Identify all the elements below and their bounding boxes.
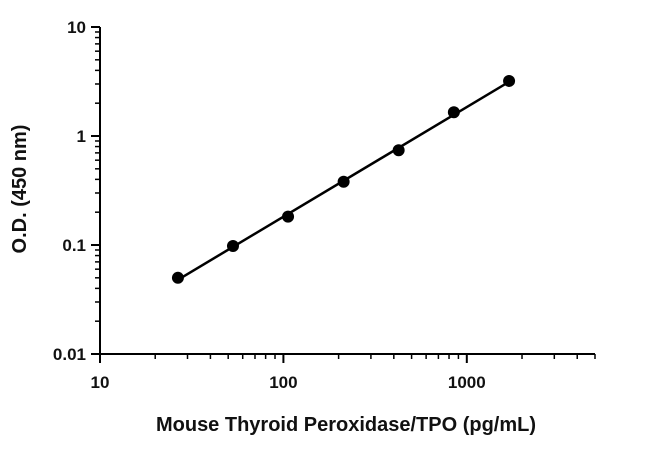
y-tick-label: 1 bbox=[77, 127, 86, 146]
x-tick-label: 100 bbox=[269, 373, 297, 392]
x-tick-label: 10 bbox=[91, 373, 110, 392]
data-point bbox=[171, 271, 184, 284]
axes bbox=[99, 27, 595, 355]
data-point bbox=[392, 144, 405, 157]
y-axis-label: O.D. (450 nm) bbox=[9, 125, 31, 254]
x-tick-label: 1000 bbox=[448, 373, 486, 392]
data-points bbox=[171, 74, 516, 284]
data-point bbox=[337, 175, 350, 188]
y-tick-label: 10 bbox=[67, 18, 86, 37]
y-tick-label: 0.1 bbox=[62, 236, 86, 255]
x-axis-label: Mouse Thyroid Peroxidase/TPO (pg/mL) bbox=[156, 414, 536, 436]
y-tick-label: 0.01 bbox=[53, 345, 86, 364]
data-point bbox=[226, 239, 239, 252]
ticks: 10 100 1000 0.01 0.1 1 10 bbox=[53, 18, 596, 392]
data-point bbox=[447, 106, 460, 119]
data-point bbox=[282, 210, 295, 223]
data-point bbox=[503, 74, 516, 87]
